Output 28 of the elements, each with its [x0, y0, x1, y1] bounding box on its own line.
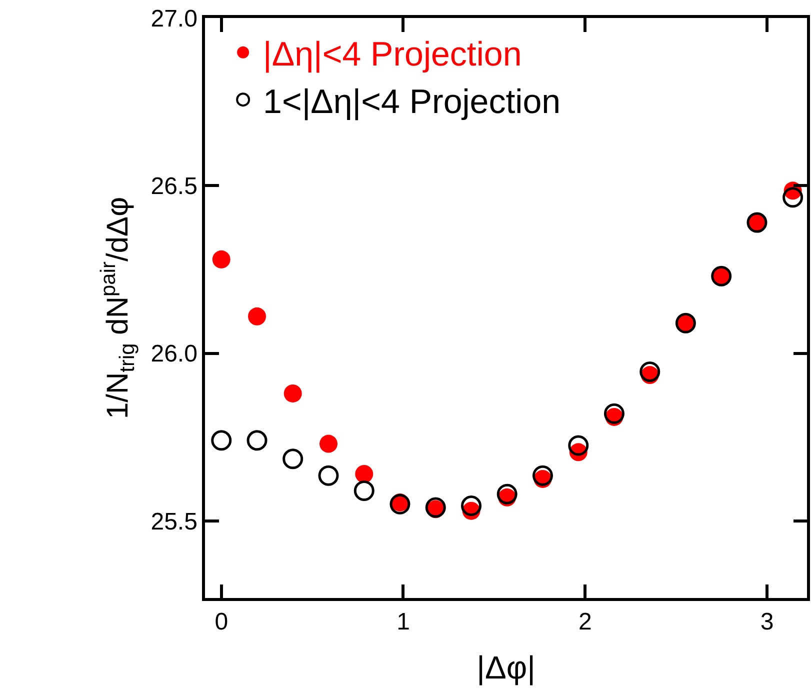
- x-tick-label: 3: [760, 608, 774, 636]
- point: [211, 430, 232, 451]
- y-tick-label: 25.5: [150, 508, 198, 536]
- point: [248, 307, 266, 326]
- y-tick-label: 27.0: [150, 5, 198, 32]
- x-tick-label: 1: [396, 608, 410, 636]
- point: [282, 448, 304, 470]
- point: [568, 435, 589, 456]
- point: [496, 484, 518, 504]
- point: [284, 384, 302, 402]
- point: [212, 250, 230, 268]
- point: [318, 465, 339, 486]
- point: [782, 187, 804, 208]
- point: [355, 464, 374, 483]
- y-tick-label: 26.5: [150, 173, 198, 200]
- point: [604, 403, 624, 424]
- point: [354, 480, 374, 501]
- point: [246, 430, 268, 451]
- point: [640, 361, 660, 382]
- legend-label: 1<|Δη|<4 Projection: [263, 82, 561, 121]
- point: [320, 434, 338, 453]
- x-axis-title: |Δφ|: [476, 649, 536, 686]
- x-tick-label: 0: [214, 608, 228, 636]
- y-tick-label: 26.0: [150, 340, 198, 368]
- legend-label: |Δη|<4 Projection: [263, 36, 522, 74]
- point: [461, 496, 482, 516]
- point: [532, 465, 553, 486]
- x-tick-label: 2: [578, 608, 592, 636]
